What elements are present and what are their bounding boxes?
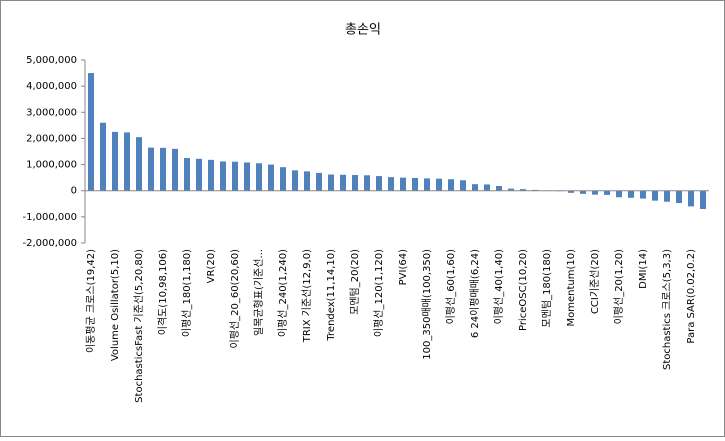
- bar: [628, 191, 634, 198]
- y-tick-label: 3,000,000: [26, 107, 77, 118]
- bar: [328, 175, 334, 191]
- bar: [124, 132, 130, 190]
- x-tick-label: CCI기준선(20): [589, 249, 601, 314]
- bar: [160, 148, 166, 191]
- bar: [340, 175, 346, 191]
- x-tick-label: StochasticsFast 기준선(5,20,80): [133, 249, 145, 403]
- bar: [664, 191, 670, 202]
- bar: [652, 191, 658, 201]
- bar: [484, 184, 490, 190]
- y-tick-label: -1,000,000: [22, 212, 77, 223]
- x-tick-label: PriceOSC(10,20): [518, 249, 529, 331]
- x-tick-label: Trendex(11,14,10): [326, 249, 337, 342]
- x-tick-label: 이평선_240(1,240): [277, 249, 289, 337]
- bar: [604, 191, 610, 195]
- bar: [700, 191, 706, 209]
- bar: [592, 191, 598, 195]
- bar: [256, 163, 262, 190]
- bar: [280, 167, 286, 191]
- x-tick-label: Volume Osillator(5,10): [110, 249, 121, 361]
- bar: [352, 175, 358, 191]
- bar: [136, 137, 142, 191]
- y-tick-label: 4,000,000: [26, 81, 77, 92]
- x-tick-label: 6 24이평매매(6,24): [469, 249, 481, 338]
- x-tick-label: Momentum(10): [566, 249, 577, 327]
- x-tick-label: TRIX 기준선(12,9,0): [301, 249, 313, 343]
- bar: [244, 162, 250, 190]
- bar: [424, 178, 430, 190]
- x-tick-label: DMI(14): [638, 249, 649, 289]
- x-tick-label: 이평선_180(1,180): [181, 249, 193, 337]
- x-tick-label: 모멘텀_180(180): [541, 249, 553, 328]
- bar: [112, 132, 118, 191]
- bar: [208, 160, 214, 191]
- bar: [400, 178, 406, 191]
- bar: [616, 191, 622, 198]
- y-tick-label: 5,000,000: [26, 55, 77, 66]
- chart-title: 총손익: [345, 23, 381, 38]
- x-tick-label: 이동평균 크로스(19,42): [85, 249, 97, 353]
- bar: [220, 161, 226, 190]
- bar: [184, 158, 190, 191]
- bar: [436, 179, 442, 191]
- x-tick-label: PVI(64): [398, 249, 409, 285]
- bar: [232, 162, 238, 191]
- bar: [688, 191, 694, 207]
- bar: [376, 176, 382, 191]
- bar: [472, 184, 478, 191]
- y-tick-label: 2,000,000: [26, 133, 77, 144]
- bar: [268, 165, 274, 191]
- x-tick-label: 이평선_20(1,20): [613, 249, 625, 324]
- bar: [388, 177, 394, 191]
- bar: [448, 179, 454, 191]
- x-tick-label: 모멘텀_20(20): [349, 249, 361, 315]
- bar: [316, 173, 322, 191]
- bar: [172, 149, 178, 191]
- x-tick-label: Stochastics 크로스(5,3,3): [661, 249, 673, 370]
- bar: [292, 170, 298, 190]
- bar: [304, 171, 310, 190]
- x-tick-label: 이평선_120(1,120): [373, 249, 385, 337]
- x-tick-label: VR(20): [206, 249, 217, 283]
- y-tick-label: 1,000,000: [26, 160, 77, 171]
- x-tick-label: Para SAR(0.02,0.2): [686, 249, 697, 344]
- bar: [412, 178, 418, 191]
- y-tick-label: -2,000,000: [22, 238, 77, 249]
- bar: [496, 186, 502, 191]
- x-tick-label: 100_350매매(100,350): [421, 249, 433, 360]
- x-tick-label: 이격도(10,98,106): [156, 249, 169, 335]
- bar: [196, 159, 202, 191]
- x-tick-label: 일목균형표(기준선...: [253, 249, 265, 336]
- x-tick-label: 이평선_20_60(20,60): [229, 249, 241, 349]
- bar: [100, 123, 106, 191]
- bar: [640, 191, 646, 199]
- x-tick-label: 이평선_60(1,60): [445, 249, 457, 324]
- bar: [460, 180, 466, 190]
- bar: [364, 175, 370, 190]
- bar: [88, 73, 94, 191]
- bar: [676, 191, 682, 203]
- x-tick-label: 이평선_40(1,40): [493, 249, 505, 324]
- bar: [148, 148, 154, 191]
- y-tick-label: 0: [71, 186, 77, 197]
